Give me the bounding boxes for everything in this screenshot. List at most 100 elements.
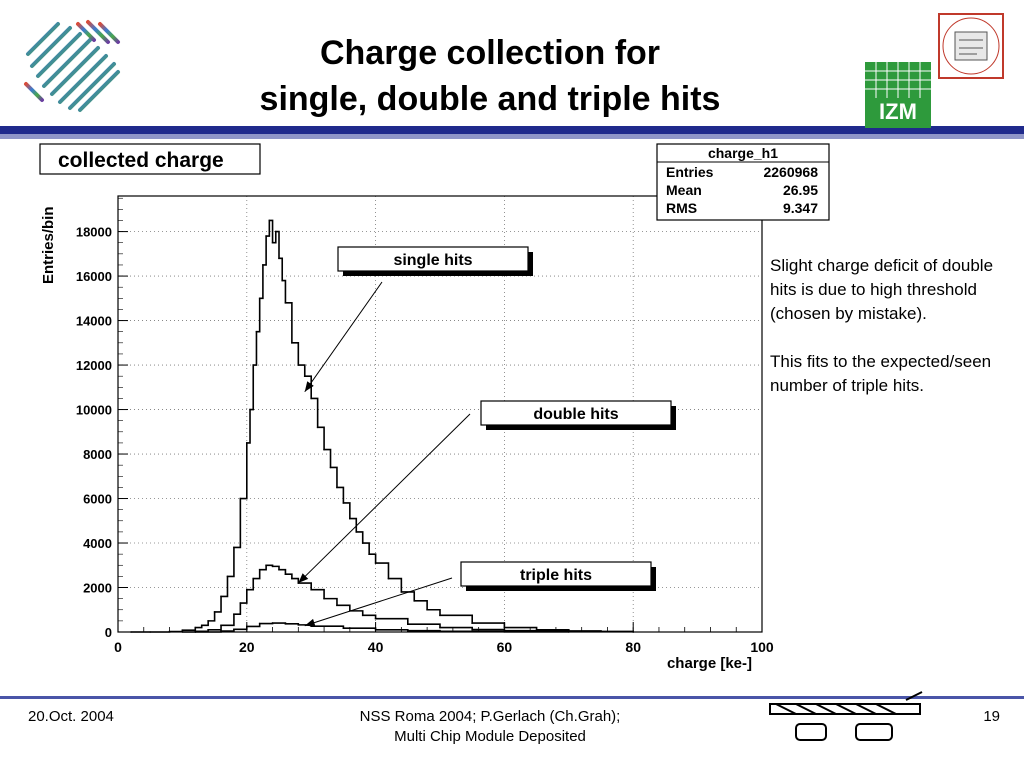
series-triple-hits-point — [258, 622, 261, 625]
annotation-single-hits-label: single hits — [393, 252, 472, 269]
series-double-hits-point — [632, 631, 634, 633]
chart-series — [130, 219, 634, 633]
series-double-hits-point — [239, 602, 242, 604]
series-triple-hits-point — [374, 628, 377, 631]
chart-axes: 0 20 40 60 80 100 0 2000 4000 6000 8000 10000 12000 1… — [76, 195, 774, 655]
slide-title: Charge collection for single, double and… — [180, 30, 800, 122]
series-single-hits-point — [297, 364, 300, 366]
arrow-double-hits — [297, 413, 471, 584]
series-triple-hits-point — [342, 627, 345, 630]
side-note-threshold: Slight charge deficit of double hits is … — [770, 256, 994, 323]
series-single-hits-point — [181, 629, 184, 632]
stats-label-mean: Mean — [666, 182, 702, 198]
series-triple-hits-point — [407, 629, 409, 632]
stats-value-entries: 2260968 — [763, 164, 818, 180]
series-double-hits-point — [278, 568, 280, 571]
series-single-hits-point — [471, 622, 474, 624]
x-tick-label: 20 — [239, 639, 255, 655]
series-single-hits-point — [342, 502, 345, 504]
series-double-hits-point — [336, 604, 338, 607]
header-divider-bar — [0, 126, 1024, 144]
series-single-hits-point — [281, 279, 284, 282]
series-single-hits-point — [130, 631, 132, 633]
series-triple-hits-point — [194, 631, 197, 633]
series-triple-hits-point — [220, 630, 222, 632]
stats-value-rms: 9.347 — [783, 200, 818, 216]
series-single-hits-point — [233, 546, 235, 549]
annotation-double-hits-label: double hits — [533, 406, 618, 423]
series-single-hits-point — [310, 397, 313, 400]
footer-date: 20.Oct. 2004 — [28, 708, 114, 725]
series-single-hits-point — [361, 542, 364, 544]
series-single-hits-point — [207, 620, 209, 622]
y-tick-label: 4000 — [83, 536, 112, 551]
series-triple-hits-point — [246, 625, 248, 628]
series-single-hits-point — [374, 562, 377, 564]
series-single-hits-point — [274, 230, 277, 233]
page-number: 19 — [983, 708, 1000, 725]
series-single-hits-point — [220, 595, 222, 598]
series-single-hits-point — [426, 608, 428, 611]
series-double-hits-point — [252, 577, 255, 580]
series-double-hits-point — [471, 628, 474, 631]
annotation-single-hits: single hits — [337, 246, 533, 276]
series-single-hits-point — [255, 330, 258, 333]
series-single-hits-point — [252, 364, 255, 366]
series-double-hits-point — [181, 631, 184, 633]
series-double-hits-point — [233, 613, 235, 616]
chart-title: collected charge — [58, 149, 224, 172]
series-triple-hits-point — [284, 622, 287, 625]
stats-label-entries: Entries — [666, 164, 714, 180]
y-tick-label: 6000 — [83, 492, 112, 507]
series-triple-hits-point — [439, 630, 441, 633]
series-single-hits — [130, 219, 634, 633]
series-single-hits-point — [249, 408, 251, 411]
series-double-hits-point — [265, 564, 267, 567]
series-single-hits-point — [413, 600, 416, 602]
arrow-single-hits-head — [304, 381, 314, 392]
series-double-hits-point — [246, 588, 248, 591]
series-double-hits-point — [220, 624, 222, 627]
chart-annotation-arrows — [297, 281, 471, 627]
slide-title-line-1: Charge collection for — [319, 34, 661, 72]
annotation-triple-hits: triple hits — [460, 561, 656, 591]
series-triple-hits-point — [568, 631, 570, 633]
arrow-triple-hits — [304, 577, 453, 627]
series-triple-hits-point — [297, 624, 300, 626]
series-single-hits-point — [271, 241, 274, 244]
series-single-hits-point — [246, 442, 248, 444]
series-double-hits-point — [207, 628, 209, 631]
y-axis-title: Entries/bin — [40, 206, 57, 284]
series-single-hits-point — [387, 577, 390, 580]
x-tick-label: 40 — [368, 639, 384, 655]
series-single-hits-point — [355, 531, 358, 533]
arrow-double-hits-head — [298, 573, 309, 584]
series-double-hits-point — [258, 568, 261, 571]
series-single-hits-point — [258, 297, 261, 300]
y-tick-label: 0 — [105, 625, 112, 640]
series-single-hits-point — [329, 466, 332, 469]
series-single-hits-point — [194, 626, 197, 629]
stats-label-rms: RMS — [666, 200, 697, 216]
series-single-hits-point — [149, 631, 151, 633]
footer-citation-line-2: Multi Chip Module Deposited — [394, 728, 586, 745]
series-single-hits-point — [303, 375, 306, 377]
side-notes: Slight charge deficit of double hits is … — [770, 254, 1020, 422]
y-tick-label: 10000 — [76, 403, 112, 418]
atlas-seal-icon — [938, 13, 1004, 79]
y-tick-label: 8000 — [83, 447, 112, 462]
series-single-hits-point — [284, 301, 287, 304]
series-triple-hits-point — [503, 630, 506, 633]
footer-citation-line-1: NSS Roma 2004; P.Gerlach (Ch.Grah); — [359, 708, 621, 725]
series-single-hits-point — [368, 553, 370, 555]
series-double-hits-point — [439, 626, 441, 629]
series-single-hits-point — [168, 630, 171, 633]
series-single-hits-point — [213, 611, 216, 613]
series-double-hits-point — [284, 573, 287, 575]
footer-citation: NSS Roma 2004; P.Gerlach (Ch.Grah); Mult… — [280, 707, 700, 747]
series-single-hits-point — [503, 626, 506, 629]
series-double-hits-point — [310, 588, 313, 591]
series-double-hits-point — [374, 617, 377, 620]
series-single-hits-point — [200, 624, 203, 627]
series-single-hits-point — [316, 426, 319, 429]
